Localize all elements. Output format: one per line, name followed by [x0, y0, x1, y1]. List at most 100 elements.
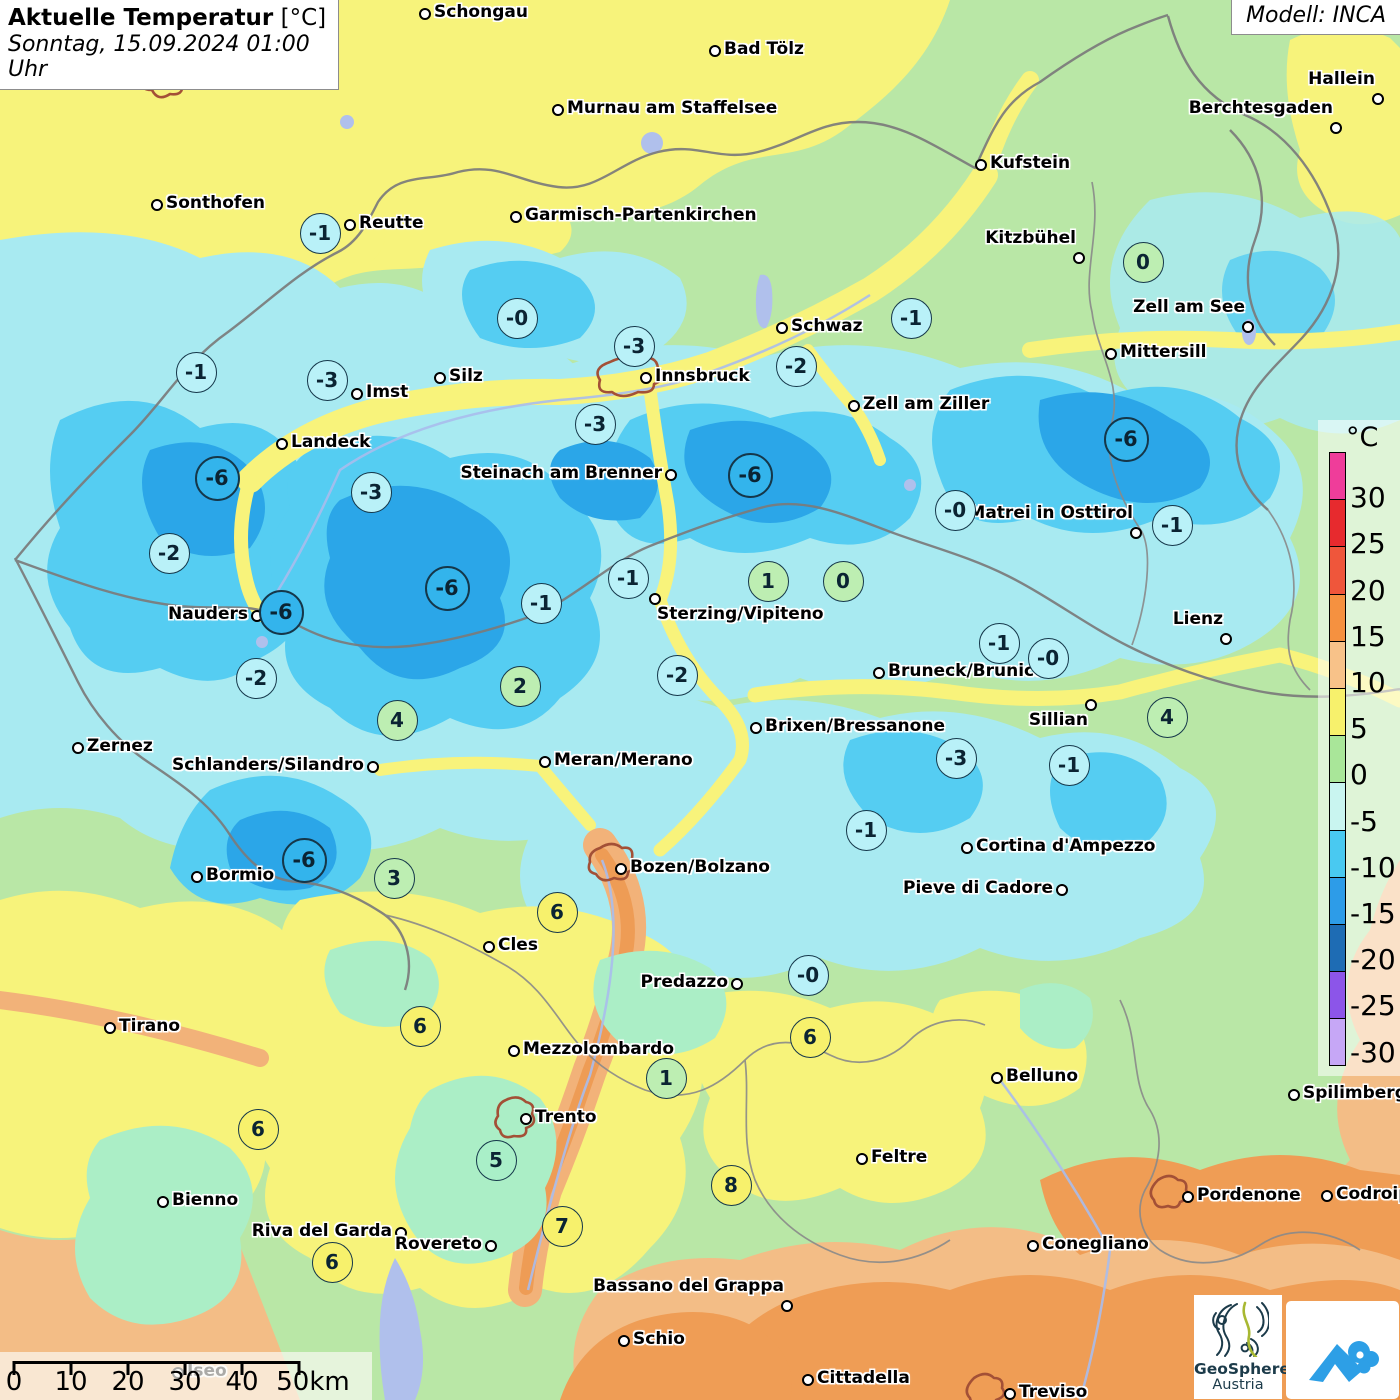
legend-label--10: -10	[1350, 850, 1396, 884]
scale-tick-50km	[297, 1361, 301, 1375]
city-label-matrei-in-osttirol: Matrei in Osttirol	[968, 503, 1133, 523]
city-label-bozen-bolzano: Bozen/Bolzano	[630, 857, 770, 877]
station-temp-26-2: 2	[499, 665, 541, 707]
city-label-feltre: Feltre	[871, 1147, 928, 1167]
city-label-mittersill: Mittersill	[1120, 342, 1207, 362]
city-marker-bad-tölz	[709, 45, 721, 57]
legend-label--25: -25	[1350, 989, 1396, 1023]
scale-tick-40	[240, 1361, 244, 1375]
legend-band-10	[1330, 923, 1345, 972]
city-marker-kitzbühel	[1073, 252, 1085, 264]
city-label-bassano-del-grappa: Bassano del Grappa	[593, 1276, 784, 1296]
city-label-cortina-d-ampezzo: Cortina d'Ampezzo	[976, 836, 1156, 856]
station-temp-36-6: 6	[399, 1005, 441, 1047]
station-temp-6--1: -1	[175, 351, 217, 393]
city-marker-pieve-di-cadore	[1056, 884, 1068, 896]
station-temp-34-6: 6	[536, 891, 578, 933]
station-temp-41-8: 8	[710, 1164, 752, 1206]
city-marker-schlanders-silandro	[367, 761, 379, 773]
city-label-pieve-di-cadore: Pieve di Cadore	[903, 878, 1053, 898]
geosphere-wordmark: GeoSphere	[1194, 1360, 1290, 1378]
city-label-bad-tölz: Bad Tölz	[724, 39, 804, 59]
city-label-innsbruck: Innsbruck	[655, 366, 750, 386]
station-temp-3--1: -1	[890, 297, 932, 339]
city-label-reutte: Reutte	[359, 213, 424, 233]
city-label-imst: Imst	[366, 382, 409, 402]
city-label-zell-am-ziller: Zell am Ziller	[863, 394, 990, 414]
station-temp-22--1: -1	[978, 622, 1020, 664]
model-label: Modell: INCA	[1231, 0, 1400, 35]
city-label-tirano: Tirano	[119, 1016, 181, 1036]
station-temp-29--3: -3	[935, 737, 977, 779]
city-label-schio: Schio	[633, 1329, 685, 1349]
city-label-nauders: Nauders	[167, 604, 248, 624]
legend-label-25: 25	[1350, 527, 1386, 561]
station-temp-15--2: -2	[148, 532, 190, 574]
city-marker-garmisch-partenkirchen	[510, 211, 522, 223]
map-title: Aktuelle Temperatur [°C]	[8, 5, 328, 31]
city-marker-berchtesgaden	[1330, 122, 1342, 134]
geosphere-austria-logo: GeoSphere Austria	[1194, 1295, 1290, 1399]
city-marker-spilimbergo	[1288, 1089, 1300, 1101]
city-marker-mezzolombardo	[508, 1045, 520, 1057]
legend-label--15: -15	[1350, 896, 1396, 930]
city-marker-sillian	[1085, 699, 1097, 711]
city-marker-conegliano	[1027, 1240, 1039, 1252]
station-temp-13--0: -0	[934, 489, 976, 531]
station-temp-43-6: 6	[311, 1241, 353, 1283]
scale-label-50km: 50km	[276, 1367, 350, 1397]
station-temp-12--6: -6	[727, 452, 773, 498]
station-temp-25--2: -2	[656, 654, 698, 696]
scale-label-0: 0	[5, 1367, 23, 1397]
city-label-sonthofen: Sonthofen	[166, 193, 265, 213]
city-marker-rovereto	[485, 1240, 497, 1252]
scale-bar: 0 10 20 30 40 50km	[0, 1352, 372, 1400]
scale-label-40: 40	[225, 1367, 259, 1397]
city-marker-steinach-am-brenner	[665, 469, 677, 481]
legend-label-0: 0	[1350, 758, 1368, 792]
legend-label-10: 10	[1350, 665, 1386, 699]
legend-band-4	[1330, 640, 1345, 688]
city-marker-innsbruck	[640, 372, 652, 384]
legend-band-8	[1330, 829, 1345, 877]
station-temp-4--3: -3	[613, 325, 655, 367]
city-label-conegliano: Conegliano	[1042, 1234, 1149, 1254]
city-marker-silz	[434, 372, 446, 384]
city-marker-mittersill	[1105, 348, 1117, 360]
map-timestamp: Sonntag, 15.09.2024 01:00 Uhr	[8, 32, 310, 82]
title-unit: [°C]	[273, 5, 327, 31]
city-marker-zell-am-see	[1242, 321, 1254, 333]
station-temp-2--0: -0	[496, 297, 538, 339]
station-temp-17--6: -6	[258, 589, 304, 635]
station-temp-33-3: 3	[373, 857, 415, 899]
city-label-riva-del-garda: Riva del Garda	[251, 1221, 392, 1241]
city-marker-pordenone	[1182, 1191, 1194, 1203]
city-label-predazzo: Predazzo	[640, 972, 728, 992]
legend-band-9	[1330, 876, 1345, 924]
city-marker-reutte	[344, 219, 356, 231]
scale-label-10: 10	[54, 1367, 88, 1397]
city-marker-zernez	[72, 742, 84, 754]
legend-label-20: 20	[1350, 573, 1386, 607]
scale-tick-30	[183, 1361, 187, 1375]
scale-label-20: 20	[111, 1367, 145, 1397]
city-label-schongau: Schongau	[434, 2, 528, 22]
scale-tick-0	[12, 1361, 16, 1375]
city-marker-treviso	[1004, 1388, 1016, 1400]
station-temp-19--1: -1	[520, 582, 562, 624]
city-marker-cittadella	[802, 1374, 814, 1386]
city-marker-imst	[351, 388, 363, 400]
city-marker-bruneck-brunico	[873, 667, 885, 679]
station-temp-37-6: 6	[789, 1016, 831, 1058]
legend-band-5	[1330, 687, 1345, 736]
city-label-rovereto: Rovereto	[394, 1234, 482, 1254]
station-temp-7--3: -3	[306, 359, 348, 401]
city-label-treviso: Treviso	[1019, 1382, 1088, 1400]
city-marker-codroipo	[1321, 1190, 1333, 1202]
city-marker-cles	[483, 941, 495, 953]
scale-bar-line	[14, 1361, 300, 1364]
city-marker-bozen-bolzano	[615, 863, 627, 875]
scale-tick-20	[126, 1361, 130, 1375]
city-marker-cortina-d-ampezzo	[961, 842, 973, 854]
